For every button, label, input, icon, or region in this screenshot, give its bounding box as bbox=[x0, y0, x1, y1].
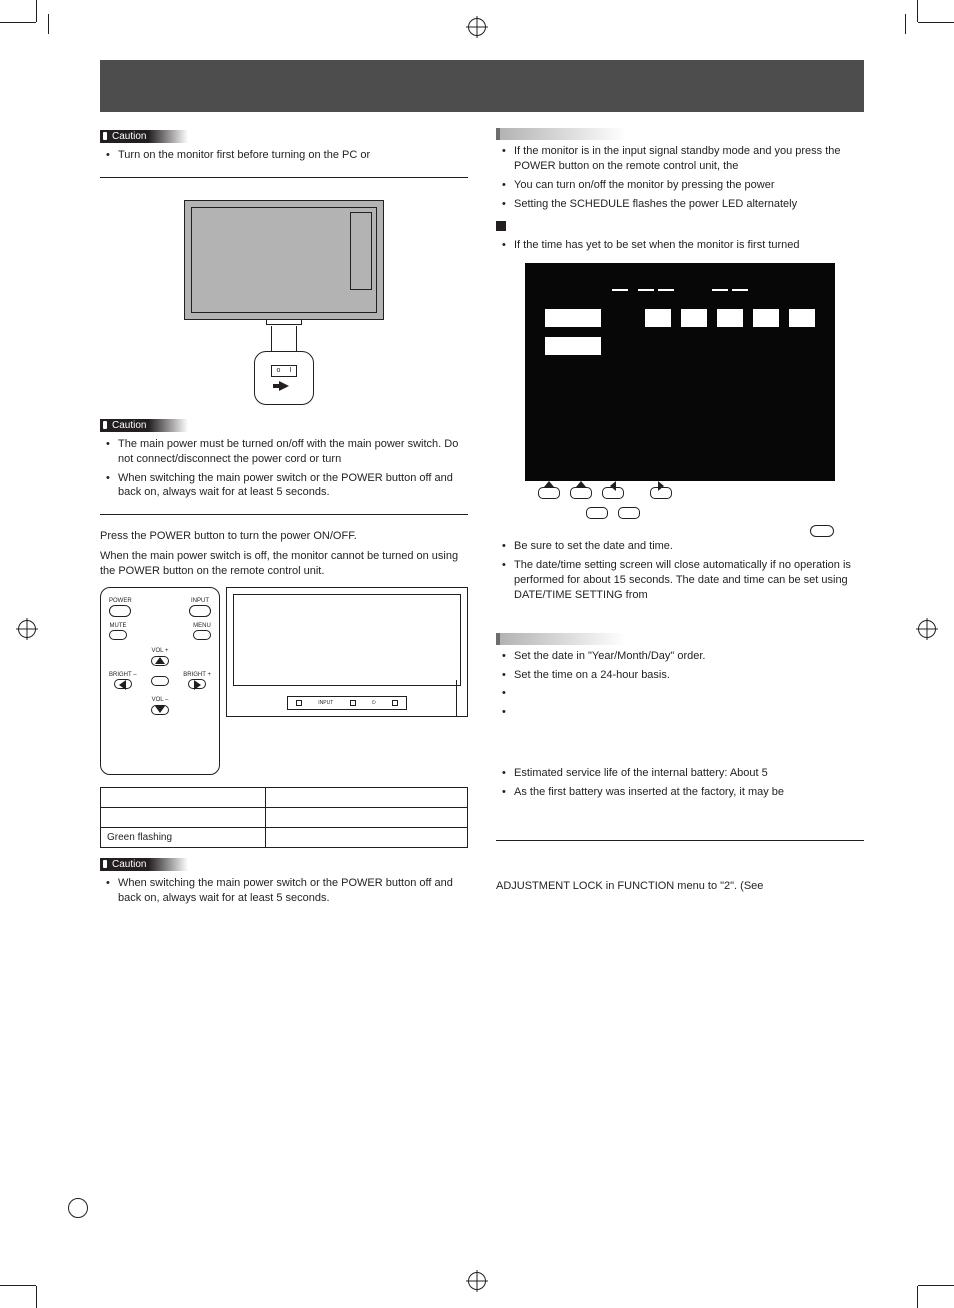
divider bbox=[100, 514, 468, 515]
label: MENU bbox=[193, 623, 211, 629]
text: Setting the SCHEDULE flashes the power L… bbox=[514, 197, 797, 212]
text: If the monitor is in the input signal st… bbox=[514, 144, 864, 174]
caution-label-1: Caution bbox=[100, 130, 188, 143]
label: BRIGHT + bbox=[183, 672, 211, 678]
right-column: • If the monitor is in the input signal s… bbox=[496, 126, 864, 910]
nav-left-icon bbox=[602, 487, 624, 499]
arrow-right-icon bbox=[279, 381, 289, 391]
square-bullet-icon bbox=[496, 221, 506, 231]
text: The date/time setting screen will close … bbox=[514, 558, 864, 603]
remote-control: POWER INPUT MUTE MENU VOL + BRIGHT – bbox=[100, 587, 220, 775]
switch-o: o bbox=[277, 367, 281, 374]
nav-button-icon bbox=[618, 507, 640, 519]
power-button-icon bbox=[109, 605, 131, 617]
text: Set the date in "Year/Month/Day" order. bbox=[514, 649, 705, 664]
monitor-diagram: o I bbox=[184, 200, 384, 405]
center-button-icon bbox=[151, 676, 169, 686]
nav-down-icon bbox=[570, 487, 592, 499]
date-time-screen bbox=[525, 263, 835, 481]
bullet: • bbox=[502, 686, 864, 701]
section-heading-bar bbox=[496, 128, 626, 140]
bullet: •Estimated service life of the internal … bbox=[502, 766, 864, 781]
status-table: Green flashing bbox=[100, 787, 468, 848]
section-heading-bar bbox=[496, 633, 626, 645]
text: As the first battery was inserted at the… bbox=[514, 785, 784, 800]
caution-label-3: Caution bbox=[100, 858, 188, 871]
text: When switching the main power switch or … bbox=[118, 876, 468, 906]
bullet: •If the time has yet to be set when the … bbox=[502, 238, 864, 253]
bullet: • bbox=[502, 705, 864, 720]
mini-monitor: INPUT ⏻ bbox=[226, 587, 468, 717]
mute-button-icon bbox=[109, 630, 127, 640]
table-row bbox=[101, 788, 468, 808]
table-row bbox=[101, 808, 468, 828]
label: VOL – bbox=[152, 697, 169, 703]
down-icon bbox=[155, 706, 165, 713]
bullet: •The main power must be turned on/off wi… bbox=[106, 437, 468, 467]
nav-right-icon bbox=[650, 487, 672, 499]
footer-text: ADJUSTMENT LOCK in FUNCTION menu to "2".… bbox=[496, 879, 864, 894]
label: INPUT bbox=[318, 700, 333, 706]
bullet: •When switching the main power switch or… bbox=[106, 471, 468, 501]
bullet: •When switching the main power switch or… bbox=[106, 876, 468, 906]
nav-icons bbox=[538, 487, 864, 499]
text: Estimated service life of the internal b… bbox=[514, 766, 768, 781]
bullet: •Set the date in "Year/Month/Day" order. bbox=[502, 649, 864, 664]
label: POWER bbox=[109, 598, 132, 604]
header-bar bbox=[100, 60, 864, 112]
text: If the time has yet to be set when the m… bbox=[514, 238, 800, 253]
paragraph: Press the POWER button to turn the power… bbox=[100, 529, 468, 544]
right-icon bbox=[194, 680, 201, 690]
text: When switching the main power switch or … bbox=[118, 471, 468, 501]
cell: Green flashing bbox=[101, 828, 266, 848]
remote-and-monitor: POWER INPUT MUTE MENU VOL + BRIGHT – bbox=[100, 587, 468, 775]
left-icon bbox=[119, 680, 126, 690]
bullet: •As the first battery was inserted at th… bbox=[502, 785, 864, 800]
page: Caution •Turn on the monitor first befor… bbox=[0, 0, 954, 1308]
pill-icon bbox=[810, 525, 834, 537]
bullet: •Turn on the monitor first before turnin… bbox=[106, 148, 468, 163]
left-column: Caution •Turn on the monitor first befor… bbox=[100, 126, 468, 910]
bullet: •Set the time on a 24-hour basis. bbox=[502, 668, 864, 683]
text: The main power must be turned on/off wit… bbox=[118, 437, 468, 467]
bullet: •If the monitor is in the input signal s… bbox=[502, 144, 864, 174]
bullet: •Setting the SCHEDULE flashes the power … bbox=[502, 197, 864, 212]
label: MUTE bbox=[110, 623, 127, 629]
input-button-icon bbox=[189, 605, 211, 617]
bullet: •The date/time setting screen will close… bbox=[502, 558, 864, 603]
divider bbox=[496, 840, 864, 841]
pill-row bbox=[496, 525, 834, 537]
divider bbox=[100, 177, 468, 178]
text: Turn on the monitor first before turning… bbox=[118, 148, 370, 163]
bullet: •Be sure to set the date and time. bbox=[502, 539, 864, 554]
text: Be sure to set the date and time. bbox=[514, 539, 673, 554]
nav-button-icon bbox=[586, 507, 608, 519]
switch-i: I bbox=[290, 367, 292, 374]
menu-button-icon bbox=[193, 630, 211, 640]
bullet: •You can turn on/off the monitor by pres… bbox=[502, 178, 864, 193]
label: BRIGHT – bbox=[109, 672, 137, 678]
nav-up-icon bbox=[538, 487, 560, 499]
power-switch-callout: o I bbox=[254, 351, 314, 405]
page-number-circle bbox=[68, 1198, 88, 1218]
label: INPUT bbox=[191, 598, 209, 604]
text: Set the time on a 24-hour basis. bbox=[514, 668, 670, 683]
paragraph: When the main power switch is off, the m… bbox=[100, 549, 468, 580]
up-icon bbox=[155, 657, 165, 664]
label: VOL + bbox=[152, 648, 169, 654]
table-row: Green flashing bbox=[101, 828, 468, 848]
caution-label-2: Caution bbox=[100, 419, 188, 432]
text: You can turn on/off the monitor by press… bbox=[514, 178, 775, 193]
